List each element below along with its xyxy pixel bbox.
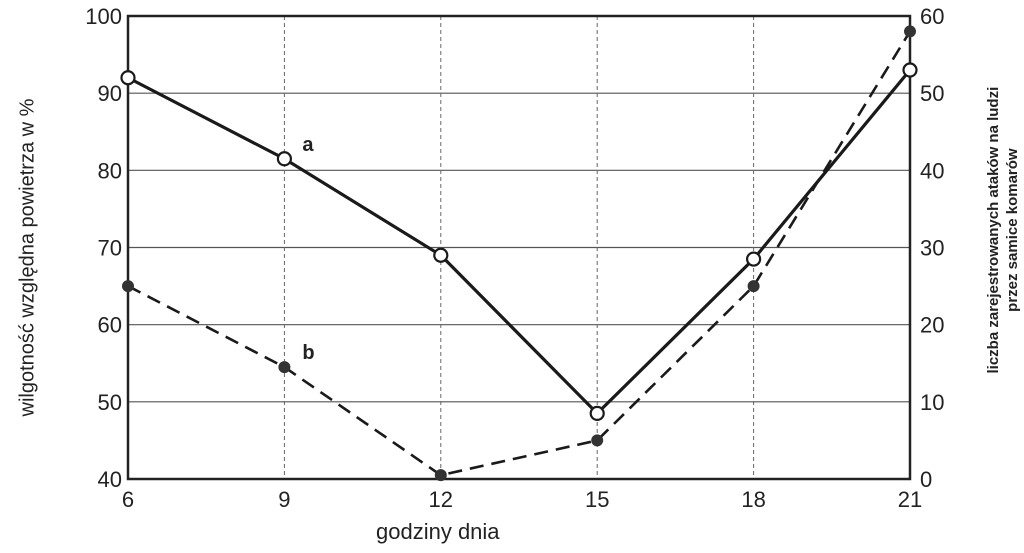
series-b-point [122,280,134,293]
y-right-tick-label: 60 [920,4,944,29]
series-b-point [904,25,916,38]
y-right-tick-label: 20 [920,313,944,338]
x-tick-label: 12 [429,487,453,512]
y-right-tick-label: 40 [920,158,944,183]
y-left-tick-label: 60 [98,313,122,338]
series-b-label: b [302,342,314,364]
y-left-tick-label: 50 [98,390,122,415]
series-a-point [276,151,292,167]
y-right-tick-label: 10 [920,390,944,415]
series-b-point [434,469,447,482]
series-b-line [127,30,912,477]
series-a-point [902,62,918,78]
series-a-label: a [302,134,314,156]
x-axis-ticks: 6 9 12 15 18 21 [122,487,922,512]
grid [128,16,910,479]
series-a-point [745,251,762,267]
x-tick-label: 21 [898,487,922,512]
x-axis-label: godziny dnia [376,519,500,544]
x-tick-label: 18 [741,487,765,512]
y-axis-left-label: wilgotność względna powietrza w % [16,98,39,417]
right-axis-ticks: 0 10 20 30 40 50 60 [920,4,944,492]
y-right-tick-label: 50 [920,81,944,106]
y-left-tick-label: 80 [98,158,122,183]
left-axis-ticks: 40 50 60 70 80 90 100 [85,4,122,492]
series-a-point [120,70,136,86]
x-tick-label: 15 [585,487,609,512]
y-left-tick-label: 100 [85,4,122,29]
y-right-tick-label: 0 [920,467,932,492]
x-tick-label: 9 [278,487,290,512]
y-left-tick-label: 90 [98,81,122,106]
plot-frame [126,14,912,481]
series-a-line [127,68,912,416]
series-lines [127,30,912,477]
y-axis-right-label-line-2: przez samice komarów [1004,148,1021,312]
y-right-tick-label: 30 [920,236,944,261]
series-labels: ab [302,134,314,364]
series-b-point [278,361,291,374]
y-axis-right-label-line-1: liczba zarejestrowanych ataków na ludzi [985,86,1002,374]
series-b-point [747,280,760,293]
y-left-tick-label: 70 [98,236,122,261]
x-tick-label: 6 [122,487,134,512]
series-points [120,25,918,482]
y-axis-right-label: liczba zarejestrowanych ataków na ludzi … [984,87,1022,374]
series-b-point [591,434,604,447]
series-a-point [433,247,449,263]
series-a-point [589,405,605,422]
y-left-tick-label: 40 [98,467,122,492]
